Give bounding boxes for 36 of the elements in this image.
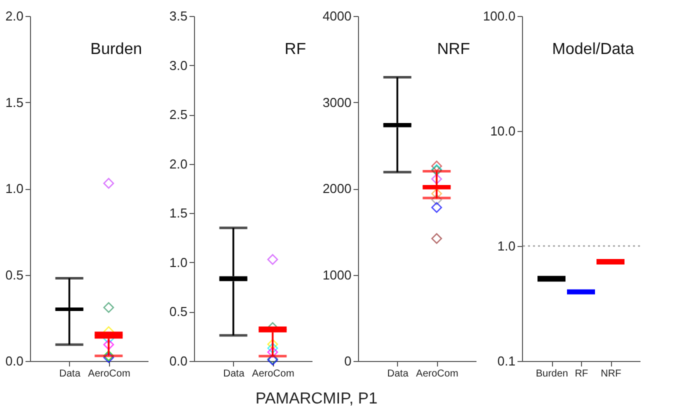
y-tick-label: 1000	[322, 267, 352, 282]
x-tick-label: AeroCom	[416, 368, 458, 380]
y-tick-label: 3.0	[169, 58, 188, 73]
y-tick-label: 1.0	[497, 238, 516, 254]
x-tick-label: Data	[387, 368, 409, 380]
y-tick-label: 2.5	[169, 107, 188, 122]
y-tick-label: 10.0	[490, 124, 516, 138]
text: Model/Data	[552, 41, 634, 58]
y-tick-label: 100.0	[482, 8, 516, 24]
text: Burden	[90, 41, 142, 58]
y-tick-label: 2.0	[169, 156, 188, 172]
y-tick-label: 4000	[322, 8, 352, 24]
x-tick-label: Data	[59, 368, 81, 380]
x-tick-label: Data	[223, 368, 245, 380]
y-tick-label: 1.5	[5, 94, 24, 110]
y-tick-label: 0.0	[169, 354, 188, 368]
y-tick-label: 3000	[322, 94, 352, 110]
y-tick-label: 2.0	[5, 8, 24, 24]
y-tick-label: 0.5	[169, 304, 188, 320]
x-tick-label: RF	[574, 368, 588, 380]
x-tick-label: AeroCom	[252, 368, 294, 380]
y-tick-label: 0.5	[5, 267, 24, 282]
y-tick-label: 1.0	[5, 181, 24, 196]
y-tick-label: 1.0	[169, 254, 188, 270]
y-tick-label: 2000	[322, 181, 352, 196]
y-tick-label: 0.1	[497, 354, 516, 368]
x-axis-title: PAMARCMIP, P1	[255, 390, 378, 408]
y-tick-label: 3.5	[169, 8, 188, 24]
y-tick-label: 1.5	[169, 206, 188, 221]
text: NRF	[437, 41, 470, 58]
y-tick-label: 0.0	[5, 354, 24, 368]
x-tick-label: AeroCom	[88, 368, 130, 380]
x-tick-label: Burden	[536, 368, 568, 380]
x-tick-label: NRF	[600, 368, 622, 380]
text: RF	[284, 41, 306, 58]
y-tick-label: 0	[344, 354, 352, 368]
